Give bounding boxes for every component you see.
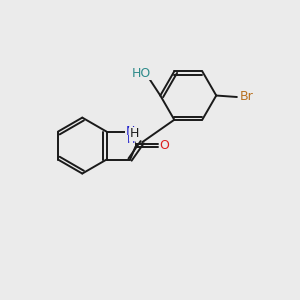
Text: N: N bbox=[126, 125, 135, 138]
Text: H: H bbox=[129, 128, 139, 140]
Text: HO: HO bbox=[132, 67, 152, 80]
Text: O: O bbox=[160, 139, 170, 152]
Text: Br: Br bbox=[239, 91, 253, 103]
Text: H: H bbox=[127, 135, 135, 146]
